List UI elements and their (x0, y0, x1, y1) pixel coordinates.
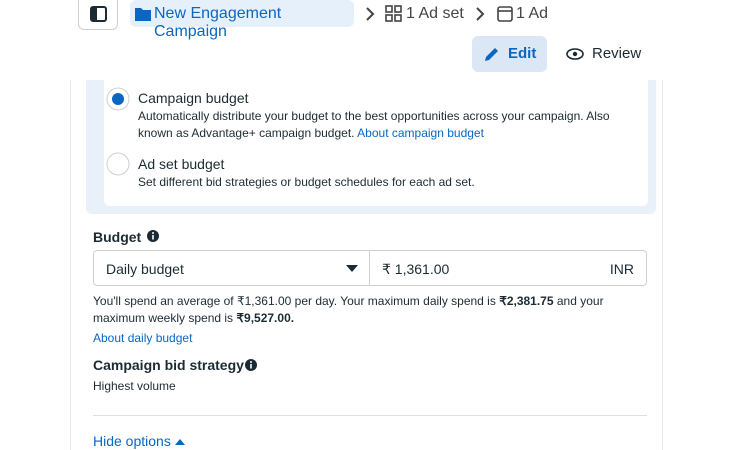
review-label: Review (592, 45, 642, 62)
options-card (104, 80, 648, 206)
review-button[interactable]: Review (560, 36, 645, 72)
budget-type: Daily budget (106, 261, 184, 277)
spend-summary: You'll spend an average of ₹1,361.00 per… (93, 293, 633, 327)
option-label: Campaign budget (138, 90, 249, 106)
info-icon[interactable] (146, 229, 160, 243)
caret-up (174, 439, 185, 445)
ad-crumb[interactable]: 1 Ad (516, 5, 549, 22)
summary-bold: ₹9,527.00. (236, 311, 295, 325)
summary-text: You'll spend an average of ₹1,361.00 per… (93, 294, 500, 308)
caret (346, 265, 358, 272)
pencil-icon (485, 48, 498, 61)
panel (70, 80, 663, 450)
hide-options[interactable]: Hide options (93, 433, 185, 449)
eye-icon (566, 48, 584, 60)
chevron (476, 7, 485, 21)
bid-strategy-label: Campaign bid strategy (93, 357, 244, 373)
summary-bold: ₹2,381.75 (499, 294, 554, 308)
amount: ₹ 1,361.00 (382, 261, 450, 277)
info-icon[interactable] (244, 358, 258, 372)
campaign-chip[interactable]: New Engagement Campaign (130, 0, 354, 40)
about-campaign-link[interactable]: About campaign budget (357, 126, 484, 140)
about-daily-link[interactable]: About daily budget (93, 331, 193, 345)
option-label: Ad set budget (138, 156, 225, 172)
chevron (366, 7, 375, 21)
edit-label: Edit (508, 45, 537, 62)
hide-options-label: Hide options (93, 433, 171, 449)
currency: INR (609, 261, 634, 277)
option-description: Automatically distribute your budget to … (138, 108, 643, 142)
ad-icon (497, 6, 513, 22)
bid-strategy-value: Highest volume (93, 379, 176, 393)
budget-label: Budget (93, 229, 142, 245)
budget-type-select[interactable]: Daily budget (93, 250, 370, 286)
campaign-name: New Engagement Campaign (154, 5, 282, 40)
adset-crumb[interactable]: 1 Ad set (406, 5, 464, 22)
summary-text: and your maximum weekly spend is (93, 294, 604, 325)
radio-adset[interactable] (106, 152, 130, 176)
sidebar-icon (90, 6, 107, 22)
edit-button[interactable]: Edit (472, 36, 547, 72)
sidebar-toggle[interactable] (78, 0, 118, 30)
folder-icon (135, 8, 151, 21)
option-text: Automatically distribute your budget to … (138, 109, 610, 140)
option-description: Set different bid strategies or budget s… (138, 175, 475, 189)
divider (93, 415, 647, 416)
adset-icon (385, 5, 402, 22)
amount-input[interactable]: ₹ 1,361.00 INR (369, 250, 647, 286)
radio-campaign[interactable] (106, 87, 130, 111)
